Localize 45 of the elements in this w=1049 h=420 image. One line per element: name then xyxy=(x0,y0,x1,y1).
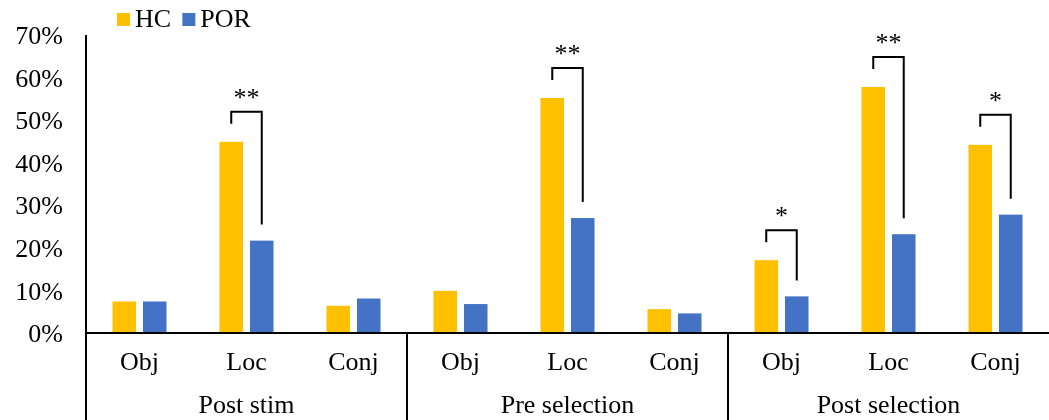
x-tick-label: Obj xyxy=(762,347,801,376)
bar xyxy=(326,305,351,333)
bar xyxy=(540,98,565,333)
annotation: * xyxy=(989,85,1002,115)
x-axis-title: Post selection xyxy=(816,390,961,419)
x-axis-title: Pre selection xyxy=(500,390,635,419)
x-tick-label: Loc xyxy=(226,347,267,376)
bar xyxy=(249,240,274,333)
y-tick-label: 60% xyxy=(15,63,63,93)
bar xyxy=(861,86,886,333)
bar xyxy=(677,313,702,333)
legend-label: POR xyxy=(200,4,252,33)
annotation: ** xyxy=(554,39,581,69)
y-tick-label: 30% xyxy=(15,191,63,221)
annotation: ** xyxy=(875,27,902,57)
x-tick-label: Obj xyxy=(120,347,159,376)
x-tick-label: Obj xyxy=(441,347,480,376)
bar xyxy=(754,260,779,333)
annotation: * xyxy=(775,201,788,231)
y-tick-label: 10% xyxy=(15,276,63,306)
legend-label: HC xyxy=(135,4,172,33)
bar xyxy=(891,234,916,333)
y-tick-label: 20% xyxy=(15,233,63,263)
y-tick-label: 40% xyxy=(15,148,63,178)
bar xyxy=(356,298,381,333)
y-tick-label: 70% xyxy=(15,21,63,51)
bar xyxy=(219,141,244,333)
bar xyxy=(112,301,137,333)
bar xyxy=(647,309,672,333)
x-tick-label: Conj xyxy=(970,347,1021,376)
bar xyxy=(142,301,167,333)
y-tick-label: 0% xyxy=(28,319,63,349)
bar xyxy=(570,218,595,333)
y-tick-label: 50% xyxy=(15,106,63,136)
bar xyxy=(463,304,488,333)
x-axis-title: Post stim xyxy=(198,390,295,419)
x-tick-label: Loc xyxy=(868,347,909,376)
annotation: ** xyxy=(233,82,260,112)
bar xyxy=(998,214,1023,333)
bar xyxy=(968,144,993,333)
x-tick-label: Loc xyxy=(547,347,588,376)
x-tick-label: Conj xyxy=(649,347,700,376)
bar xyxy=(784,296,809,333)
bar xyxy=(433,290,458,333)
x-tick-label: Conj xyxy=(328,347,379,376)
